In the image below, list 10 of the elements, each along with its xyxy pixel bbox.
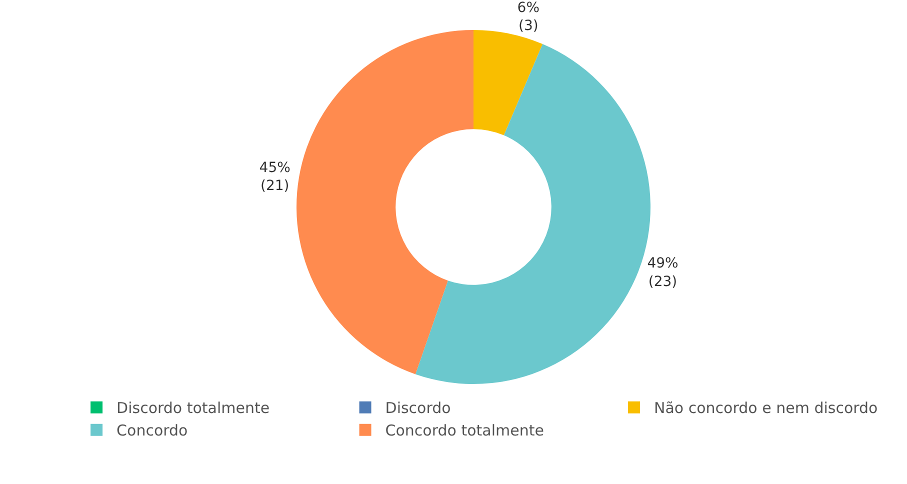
legend-label: Concordo totalmente xyxy=(385,422,544,440)
donut-slice xyxy=(296,30,474,374)
donut-slice xyxy=(474,30,543,136)
legend-label: Concordo xyxy=(116,422,188,440)
data-label: 45% (21) xyxy=(259,160,290,194)
legend-label: Não concordo e nem discordo xyxy=(654,399,878,418)
data-label: 6% (3) xyxy=(517,0,540,34)
data-label: 49% (23) xyxy=(647,256,678,290)
legend-label: Discordo totalmente xyxy=(116,399,270,418)
legend-label: Discordo xyxy=(385,399,451,418)
